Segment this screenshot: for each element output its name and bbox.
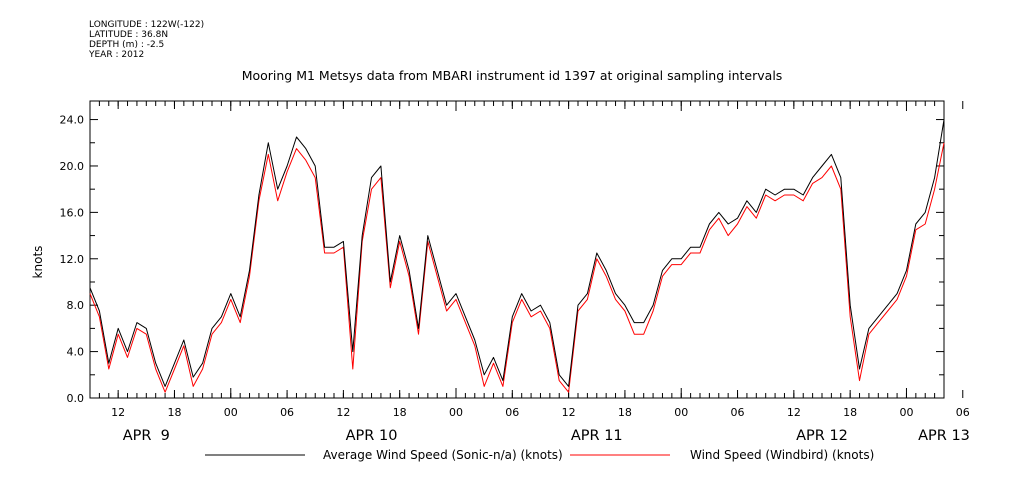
series-windbird-wind-speed bbox=[89, 142, 945, 393]
latitude-label: LATITUDE : 36.8N bbox=[89, 30, 169, 40]
x-tick-label: 06 bbox=[280, 406, 294, 419]
x-tick-label: 18 bbox=[843, 406, 857, 419]
y-tick-label: 4.0 bbox=[67, 346, 85, 359]
legend: Average Wind Speed (Sonic-n/a) (knots) Wi… bbox=[205, 448, 874, 462]
x-day-label: APR 13 bbox=[918, 428, 970, 444]
x-tick-label: 18 bbox=[618, 406, 632, 419]
depth-label: DEPTH (m) : -2.5 bbox=[89, 40, 165, 50]
x-day-label: APR 9 bbox=[123, 428, 170, 444]
chart-title: Mooring M1 Metsys data from MBARI instru… bbox=[242, 68, 783, 83]
y-tick-label: 0.0 bbox=[67, 392, 85, 405]
x-tick-label: 00 bbox=[674, 406, 688, 419]
plot-frame bbox=[89, 100, 945, 399]
y-axis-label: knots bbox=[31, 246, 45, 279]
x-tick-label: 00 bbox=[899, 406, 913, 419]
x-tick-label: 12 bbox=[336, 406, 350, 419]
x-day-label: APR 12 bbox=[796, 428, 848, 444]
minor-ticks bbox=[89, 101, 945, 398]
y-tick-label: 8.0 bbox=[67, 299, 85, 312]
x-tick-label: 12 bbox=[111, 406, 125, 419]
longitude-label: LONGITUDE : 122W(-122) bbox=[89, 20, 205, 30]
y-tick-label: 16.0 bbox=[60, 206, 85, 219]
x-tick-label: 18 bbox=[393, 406, 407, 419]
x-tick-label: 12 bbox=[787, 406, 801, 419]
metadata-block: LONGITUDE : 122W(-122) LATITUDE : 36.8N … bbox=[89, 20, 204, 60]
x-day-label: APR 11 bbox=[571, 428, 623, 444]
x-axis-day-labels: APR 9 APR 10 APR 11 APR 12 APR 13 bbox=[123, 428, 970, 444]
y-tick-label: 12.0 bbox=[60, 253, 85, 266]
x-axis-ticks: 12180006121800061218000612180006121800 bbox=[111, 101, 970, 419]
x-tick-label: 06 bbox=[731, 406, 745, 419]
x-tick-label: 00 bbox=[449, 406, 463, 419]
y-tick-label: 24.0 bbox=[60, 114, 85, 127]
x-tick-label: 06 bbox=[505, 406, 519, 419]
x-tick-label: 18 bbox=[167, 406, 181, 419]
legend-label-average: Average Wind Speed (Sonic-n/a) (knots) bbox=[323, 448, 563, 462]
series-average-wind-speed bbox=[89, 119, 945, 387]
x-day-label: APR 10 bbox=[346, 428, 398, 444]
y-axis-ticks: 0.0 4.0 8.0 12.0 16.0 20.0 24.0 bbox=[60, 114, 944, 405]
x-tick-label: 12 bbox=[562, 406, 576, 419]
x-tick-label: 06 bbox=[956, 406, 970, 419]
year-label: YEAR : 2012 bbox=[89, 50, 145, 60]
x-tick-label: 00 bbox=[224, 406, 238, 419]
legend-label-windbird: Wind Speed (Windbird) (knots) bbox=[690, 448, 874, 462]
y-tick-label: 20.0 bbox=[60, 160, 85, 173]
series-lines bbox=[89, 119, 945, 393]
